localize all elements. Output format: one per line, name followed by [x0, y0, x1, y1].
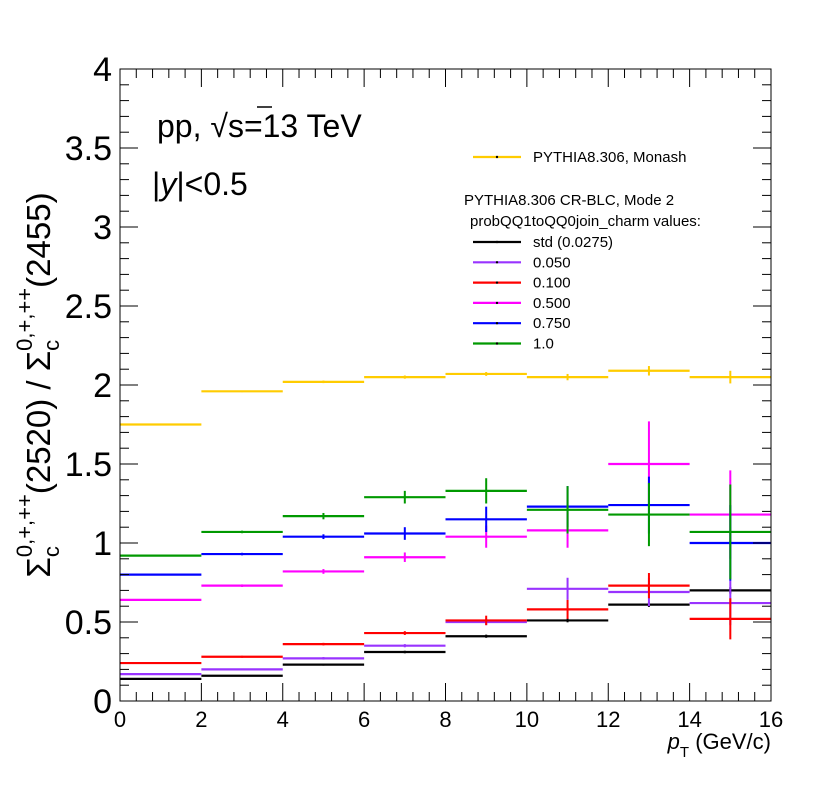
x-tick-label-14: 14	[677, 707, 701, 732]
y-axis-title: Σc0,+,++(2520) / Σc0,+,++(2455)	[12, 192, 64, 577]
y-tick-label-1.5: 1.5	[65, 446, 112, 484]
y-tick-label-1: 1	[93, 525, 112, 563]
y-tick-label-2.5: 2.5	[65, 288, 112, 326]
rapidity-label: |y|<0.5	[152, 166, 248, 202]
y-tick-label-3: 3	[93, 209, 112, 247]
x-tick-label-10: 10	[515, 707, 539, 732]
legend-entries: PYTHIA8.306, Monash std (0.0275) 0.050 0.10…	[473, 149, 686, 353]
legend-header-parameter: probQQ1toQQ0join_charm values:	[470, 213, 701, 230]
legend-label-6: 1.0	[533, 336, 554, 353]
y-tick-label-3.5: 3.5	[65, 130, 112, 168]
tick-label-layer: 0 2 4 6 8 10 12 14 16 0 0.5 1 1.5 2 2.5 3 3.5 4	[65, 51, 784, 732]
collision-system-label: pp, √s=13 TeV	[157, 108, 362, 144]
series-0	[120, 366, 771, 426]
legend-label-3: 0.100	[533, 275, 571, 292]
x-tick-label-12: 12	[596, 707, 620, 732]
legend: PYTHIA8.306 CR-BLC, Mode 2 probQQ1toQQ0j…	[464, 149, 701, 353]
legend-marker-2	[495, 261, 499, 264]
legend-marker-4	[495, 301, 499, 305]
x-tick-label-0: 0	[114, 707, 126, 732]
legend-header-model: PYTHIA8.306 CR-BLC, Mode 2	[464, 192, 674, 209]
series-3	[120, 573, 771, 665]
legend-label-0: PYTHIA8.306, Monash	[533, 149, 686, 166]
y-tick-label-2: 2	[93, 367, 112, 405]
legend-label-4: 0.500	[533, 295, 571, 312]
legend-marker-6	[495, 342, 499, 345]
x-tick-label-6: 6	[358, 707, 370, 732]
y-tick-label-0: 0	[93, 683, 112, 721]
legend-label-1: std (0.0275)	[533, 234, 613, 251]
legend-label-2: 0.050	[533, 254, 571, 271]
x-axis-title: pT (GeV/c)	[667, 729, 771, 761]
legend-marker-5	[495, 322, 499, 325]
legend-marker-1	[495, 240, 499, 244]
legend-label-5: 0.750	[533, 315, 571, 332]
y-tick-label-4: 4	[93, 51, 112, 89]
legend-marker-3	[495, 281, 499, 284]
y-tick-label-0.5: 0.5	[65, 604, 112, 642]
x-tick-label-4: 4	[277, 707, 289, 732]
legend-marker-0	[495, 155, 499, 159]
axes-layer	[119, 68, 772, 702]
x-tick-label-8: 8	[439, 707, 451, 732]
x-tick-label-2: 2	[195, 707, 207, 732]
x-tick-label-16: 16	[759, 707, 783, 732]
series-6	[120, 478, 771, 580]
